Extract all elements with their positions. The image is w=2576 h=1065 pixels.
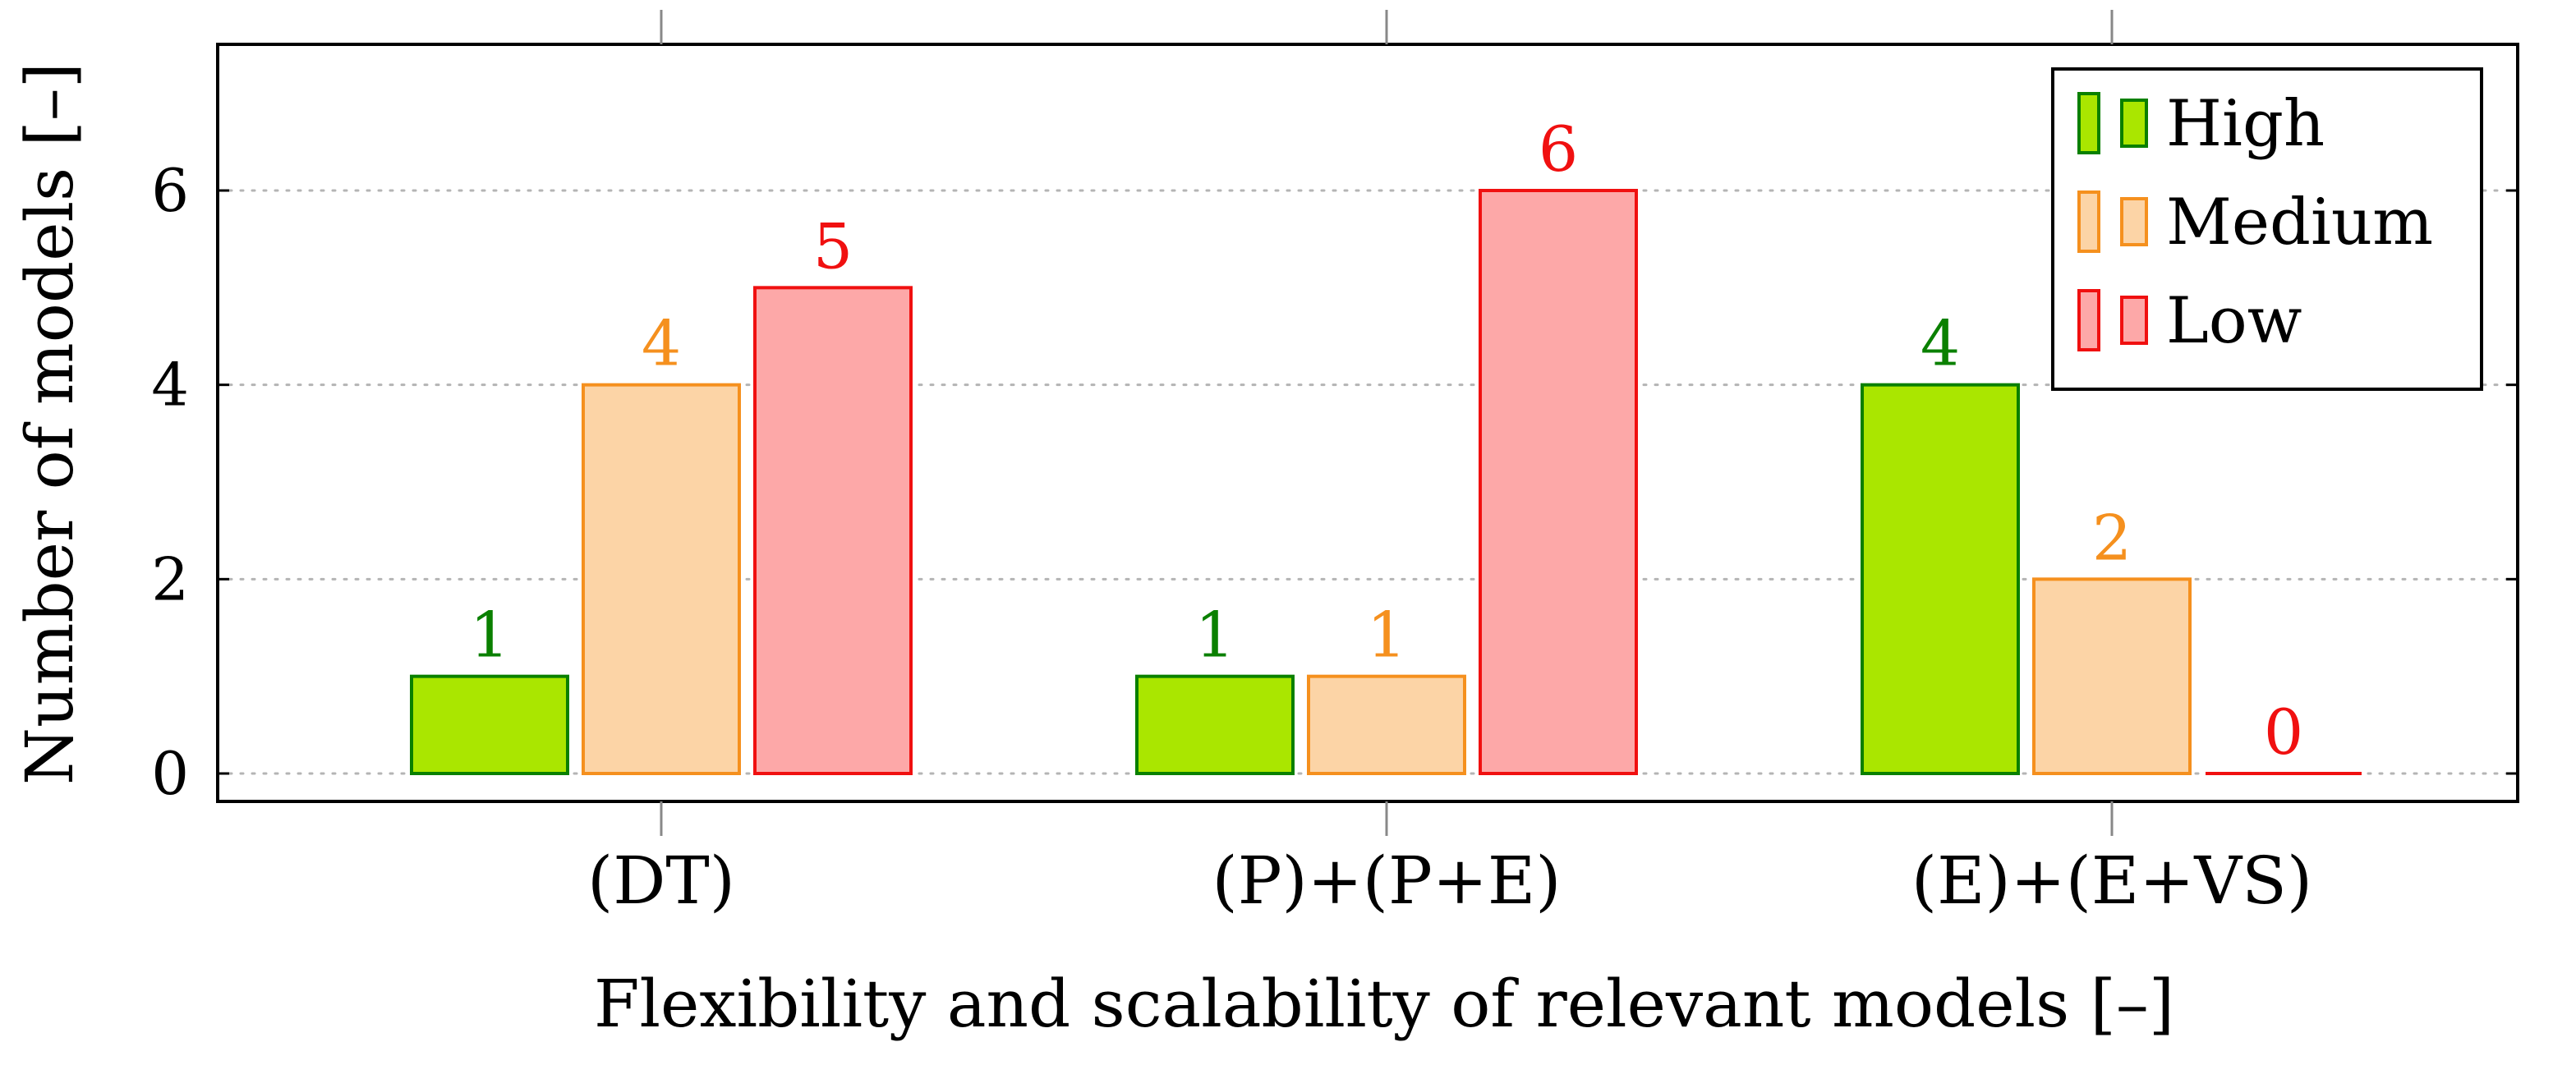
data-label-low: 0: [2264, 695, 2303, 769]
y-tick-label: 2: [151, 544, 189, 613]
bar-medium: [2032, 577, 2192, 775]
y-tick-label: 6: [151, 156, 189, 225]
data-labels: 1 4 5 1 1 6 4 2 0: [470, 112, 2303, 769]
bar-high: [1861, 383, 2020, 775]
data-label-high: 1: [1195, 599, 1235, 672]
legend-label-low: Low: [2166, 284, 2302, 358]
legend-swatch: [2077, 92, 2100, 154]
data-label-medium: 2: [2092, 501, 2132, 574]
legend-swatch: [2077, 191, 2100, 253]
legend-swatch: [2120, 197, 2148, 246]
legend-label-high: High: [2166, 87, 2325, 161]
x-category-label: (P)+(P+E): [1212, 842, 1562, 919]
y-tick-label: 4: [151, 351, 189, 420]
bar-high: [1135, 674, 1295, 776]
y-tick-label: 0: [151, 739, 189, 808]
legend-swatch: [2120, 296, 2148, 345]
data-label-medium: 1: [1367, 599, 1406, 672]
bar-high: [410, 674, 569, 776]
bar-low: [753, 286, 913, 776]
bar-medium: [582, 383, 741, 775]
data-label-low: 5: [813, 209, 853, 282]
bar-medium: [1307, 674, 1466, 776]
plot-frame: [216, 43, 2519, 803]
x-axis-title: Flexibility and scalability of relevant …: [594, 966, 2174, 1042]
axis-ticks: 0 2 4 6 (DT) (P)+(P+E) (E)+(E+VS): [151, 10, 2518, 919]
data-label-high: 1: [470, 599, 509, 672]
x-category-label: (DT): [587, 842, 735, 919]
legend-label-medium: Medium: [2166, 186, 2433, 259]
x-category-label: (E)+(E+VS): [1911, 842, 2312, 919]
legend-swatch: [2077, 289, 2100, 351]
y-axis-title: Number of models [–]: [12, 62, 88, 785]
data-label-low: 6: [1539, 112, 1578, 186]
legend-swatch: [2120, 99, 2148, 148]
bar-low: [1479, 189, 1638, 775]
data-label-medium: 4: [642, 307, 681, 380]
bars: [410, 189, 2362, 776]
legend: High Medium Low: [2051, 67, 2483, 391]
data-label-high: 4: [1920, 307, 1960, 380]
